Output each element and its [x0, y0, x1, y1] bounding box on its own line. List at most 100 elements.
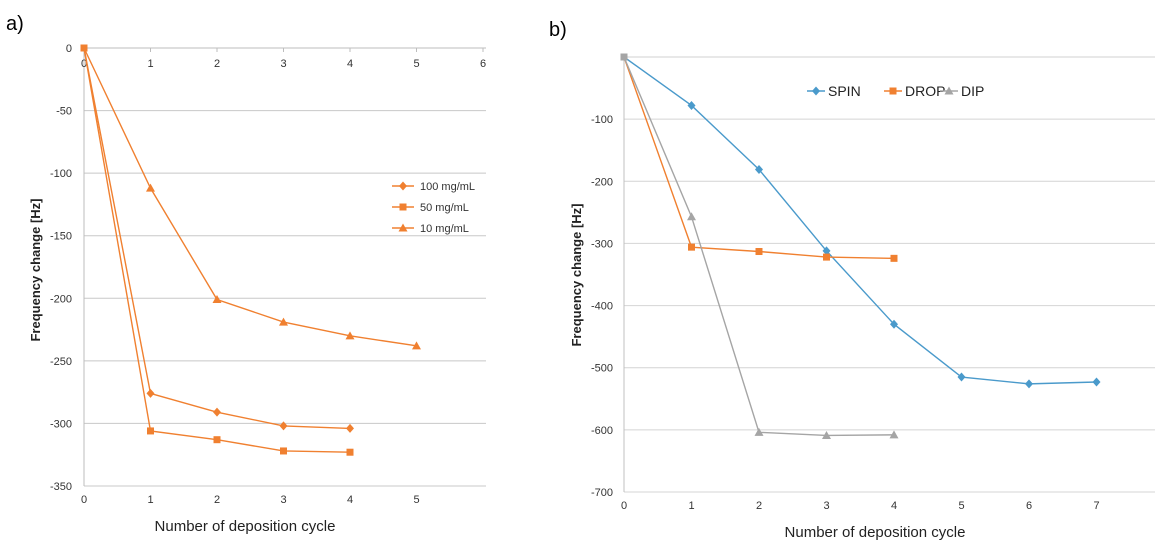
data-point-b: [822, 246, 831, 256]
legend-label-a: 50 mg/mL: [420, 202, 469, 214]
x-tick-label-top-a: 5: [413, 58, 419, 70]
data-point-b: [889, 430, 899, 439]
x-tick-label-top-a: 1: [147, 58, 153, 70]
legend-label-a: 100 mg/mL: [420, 181, 475, 193]
data-point-b: [822, 430, 831, 439]
y-tick-label-a: -50: [56, 106, 72, 118]
series-line-a: [83, 47, 351, 453]
y-tick-label-b: -200: [591, 176, 613, 188]
x-tick-label-b: 6: [1026, 500, 1032, 512]
legend-marker-a: [398, 223, 408, 232]
x-tick-label-b: 2: [756, 500, 762, 512]
data-point-b: [687, 100, 696, 110]
y-tick-label-a: -150: [50, 231, 72, 243]
data-point-b: [1092, 377, 1101, 387]
legend-b: SPIN DROP DIP: [807, 83, 984, 99]
x-tick-label-bottom-a: 3: [280, 494, 286, 506]
series-line-b: [623, 56, 895, 437]
series-line-a: [83, 47, 417, 347]
y-tick-label-a: -200: [50, 293, 72, 305]
y-tick-label-b: -300: [591, 238, 613, 250]
data-point-a: [146, 388, 155, 398]
y-tick-label-a: -100: [50, 168, 72, 180]
data-point-b: [755, 248, 763, 256]
data-point-b: [754, 427, 764, 436]
x-tick-label-top-a: 2: [214, 58, 220, 70]
x-tick-label-bottom-a: 5: [413, 494, 419, 506]
series-line-b: [623, 56, 1097, 385]
x-tick-label-top-a: 4: [347, 58, 353, 70]
axes-a: [83, 47, 486, 486]
y-axis-title-b: Frequency change [Hz]: [569, 203, 584, 346]
legend-label-b: DROP: [905, 83, 945, 99]
y-tick-label-b: -700: [591, 487, 613, 499]
data-point-a: [146, 183, 155, 192]
series-group-b: [620, 53, 1101, 439]
data-point-b: [890, 319, 898, 329]
data-point-b: [823, 253, 830, 261]
origin-point-a: [80, 44, 88, 52]
data-point-a: [213, 407, 221, 417]
y-tick-label-a: -300: [50, 418, 72, 430]
x-tick-label-b: 7: [1093, 500, 1099, 512]
legend-marker-a: [399, 181, 407, 191]
legend-label-b: DIP: [961, 83, 984, 99]
y-tick-label-b: -600: [591, 425, 613, 437]
data-point-b: [755, 164, 763, 174]
x-tick-label-b: 4: [891, 500, 897, 512]
x-tick-label-top-a: 0: [81, 58, 87, 70]
data-point-a: [345, 331, 355, 340]
grid-lines-b: [624, 118, 1155, 493]
legend-marker-a: [399, 203, 407, 211]
data-point-a: [213, 436, 221, 444]
x-tick-label-bottom-a: 2: [214, 494, 220, 506]
chart-panel-a: a) 0 -50 -100 -150 -200 -250 -300 -350 0 1 2 3 4 5 6 0 1…: [0, 0, 500, 541]
x-tick-label-bottom-a: 4: [347, 494, 353, 506]
tick-labels-a: 0 -50 -100 -150 -200 -250 -300 -350 0 1 2 3 4 5 6 0 1 2 3 4…: [50, 43, 486, 506]
chart-a-svg: a) 0 -50 -100 -150 -200 -250 -300 -350 0 1 2 3 4 5 6 0 1…: [6, 13, 486, 535]
y-tick-label-b: -100: [591, 114, 613, 126]
data-point-b: [957, 372, 966, 382]
x-axis-title-b: Number of deposition cycle: [785, 524, 966, 541]
legend-marker-b: [889, 87, 897, 95]
data-point-a: [280, 447, 287, 455]
legend-marker-b: [812, 86, 820, 96]
y-axis-title-a: Frequency change [Hz]: [28, 198, 43, 341]
x-tick-label-b: 5: [958, 500, 964, 512]
x-tick-label-b: 3: [823, 500, 829, 512]
axes-b: [623, 56, 1155, 492]
x-tick-label-top-a: 3: [280, 58, 286, 70]
origin-point-b: [620, 53, 628, 61]
data-point-b: [890, 254, 898, 262]
y-tick-label-b: -500: [591, 363, 613, 375]
series-group-a: [80, 44, 421, 456]
legend-label-a: 10 mg/mL: [420, 223, 469, 235]
legend-label-b: SPIN: [828, 83, 861, 99]
data-point-a: [279, 317, 288, 326]
y-tick-label-a: 0: [66, 43, 72, 55]
data-point-a: [212, 295, 222, 304]
y-tick-label-a: -250: [50, 356, 72, 368]
x-tick-label-b: 1: [688, 500, 694, 512]
data-point-a: [147, 427, 154, 435]
x-tick-label-bottom-a: 0: [81, 494, 87, 506]
data-point-b: [688, 243, 695, 251]
data-point-a: [279, 421, 288, 431]
x-axis-title-a: Number of deposition cycle: [155, 518, 336, 535]
data-point-a: [346, 448, 354, 456]
panel-label-a: a): [6, 13, 24, 35]
x-tick-label-b: 0: [621, 500, 627, 512]
data-point-b: [687, 212, 696, 221]
data-point-a: [412, 341, 421, 350]
chart-panel-b: b) -100 -200 -300 -400 -500 -600 -700 0 1 2 3 4 5 6 7 …: [545, 0, 1155, 541]
legend-marker-b: [944, 86, 954, 95]
grid-lines-a: [84, 110, 486, 487]
series-line-a: [83, 47, 351, 430]
data-point-b: [1025, 379, 1033, 389]
legend-a: 100 mg/mL 50 mg/mL 10 mg/mL: [392, 181, 475, 235]
y-tick-label-b: -400: [591, 301, 613, 313]
y-tick-label-a: -350: [50, 481, 72, 493]
tick-labels-b: -100 -200 -300 -400 -500 -600 -700 0 1 2 3 4 5 6 7: [591, 114, 1100, 512]
x-tick-label-bottom-a: 1: [147, 494, 153, 506]
